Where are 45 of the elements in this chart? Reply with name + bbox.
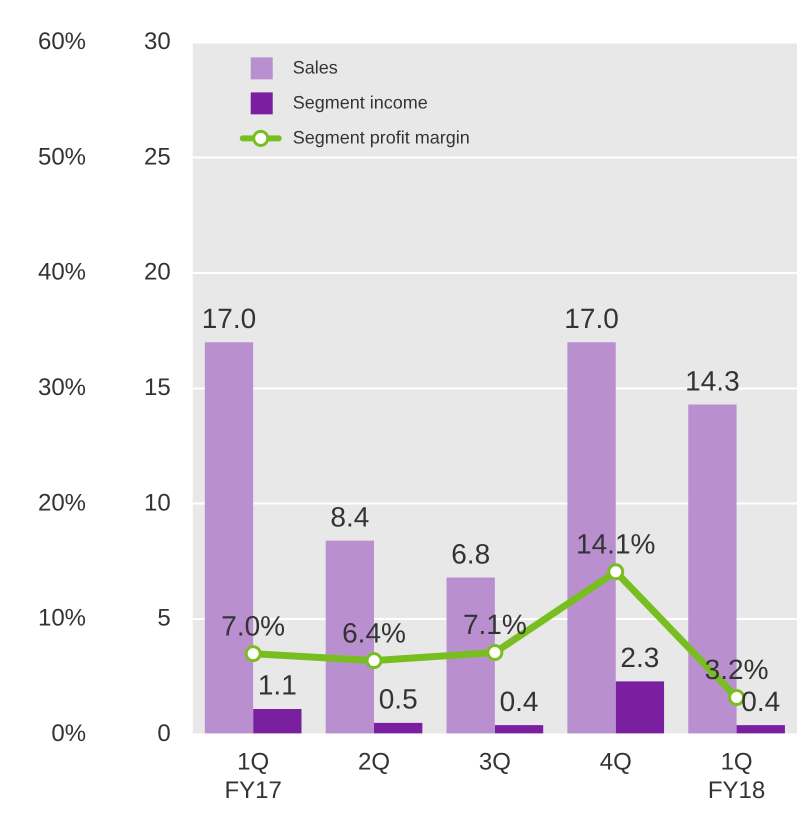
- data-label: 7.0%: [221, 610, 286, 642]
- point: [366, 652, 383, 670]
- y-tick-label: 25: [144, 143, 171, 170]
- bar: [494, 725, 544, 734]
- data-label: 7.1%: [462, 609, 527, 640]
- data-label: 1.1: [258, 670, 297, 701]
- y-tick-label: 0: [157, 720, 171, 748]
- x-tick-label: 1Q FY18: [708, 748, 766, 804]
- point: [607, 563, 624, 580]
- y-tick-label: 30: [144, 28, 171, 56]
- data-label: 6.4%: [342, 617, 406, 648]
- x-tick-label: 2Q: [358, 748, 390, 776]
- data-label: 0.4: [741, 686, 780, 717]
- legend-label: Sales: [292, 57, 338, 78]
- data-label: 0.5: [378, 684, 418, 715]
- y-tick-label: 10: [144, 489, 171, 516]
- x-tick-label: 1Q FY17: [224, 748, 282, 804]
- data-label: 14.3: [685, 365, 740, 396]
- y2-tick-label: 50%: [38, 143, 86, 170]
- x-tick-label: 3Q: [478, 748, 511, 776]
- bar: [616, 681, 664, 734]
- data-label: 14.1%: [576, 528, 656, 560]
- y2-tick-label: 60%: [38, 28, 86, 56]
- data-label: 17.0: [564, 302, 619, 334]
- legend-label: Segment profit margin: [292, 127, 470, 148]
- y-tick-label: 15: [144, 374, 171, 402]
- y2-tick-label: 20%: [38, 489, 86, 516]
- point: [244, 645, 262, 662]
- point: [486, 644, 504, 662]
- y2-tick-label: 10%: [38, 604, 86, 632]
- data-label: 8.4: [330, 501, 370, 532]
- legend-label: Segment income: [292, 92, 428, 112]
- y2-tick-label: 40%: [38, 258, 86, 286]
- y2-tick-label: 30%: [38, 374, 86, 402]
- x-tick-label: 4Q: [600, 748, 632, 776]
- bar: [736, 725, 785, 734]
- bar: [374, 722, 422, 734]
- bar: [253, 709, 302, 734]
- y2-tick-label: 0%: [51, 720, 86, 748]
- data-label: 0.4: [500, 686, 539, 717]
- data-label: 6.8: [451, 538, 490, 570]
- data-label: 2.3: [620, 642, 660, 674]
- data-label: 17.0: [202, 302, 256, 334]
- y-tick-label: 20: [144, 258, 171, 286]
- y-tick-label: 5: [157, 604, 171, 632]
